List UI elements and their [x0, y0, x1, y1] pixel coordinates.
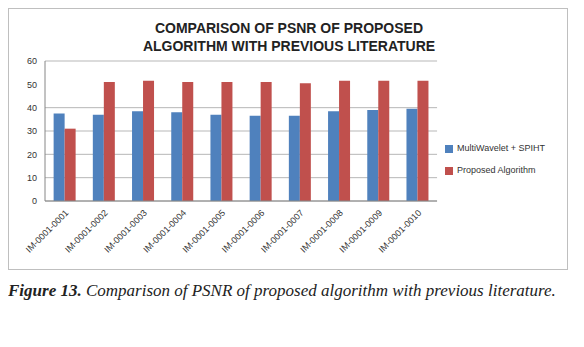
html-text:COMPARISON OF PSNR OF PROPOSED: COMPARISON OF PSNR OF PROPOSED ALGORITHM…: [142, 20, 436, 54]
svg-text:20: 20: [27, 150, 37, 160]
svg-text:IM-0001-0008: IM-0001-0008: [298, 207, 345, 255]
svg-text:0: 0: [32, 196, 37, 206]
svg-text:40: 40: [27, 103, 37, 113]
svg-text:50: 50: [27, 80, 37, 90]
svg-text:IM-0001-0001: IM-0001-0001: [23, 207, 71, 255]
svg-text:IM-0001-0007: IM-0001-0007: [259, 207, 306, 255]
svg-text:10: 10: [27, 173, 37, 183]
svg-text:IM-0001-0003: IM-0001-0003: [102, 207, 149, 255]
svg-text:IM-0001-0005: IM-0001-0005: [180, 207, 228, 255]
svg-text:IM-0001-0010: IM-0001-0010: [377, 208, 424, 255]
svg-text:30: 30: [27, 126, 37, 136]
svg-text:IM-0001-0004: IM-0001-0004: [141, 207, 189, 255]
svg-text:IM-0001-0006: IM-0001-0006: [219, 207, 267, 255]
html-text:Figure 13. Comparison of PSNR: Figure 13. Comparison of PSNR of propose…: [8, 281, 556, 300]
html-text:MultiWavelet + SPIHT: MultiWavelet + SPIHT: [457, 143, 545, 153]
svg-text:60: 60: [27, 56, 37, 66]
html-text:Proposed Algorithm: Proposed Algorithm: [457, 165, 536, 175]
svg-text:IM-0001-0002: IM-0001-0002: [63, 207, 110, 255]
svg-text:IM-0001-0009: IM-0001-0009: [337, 207, 385, 255]
